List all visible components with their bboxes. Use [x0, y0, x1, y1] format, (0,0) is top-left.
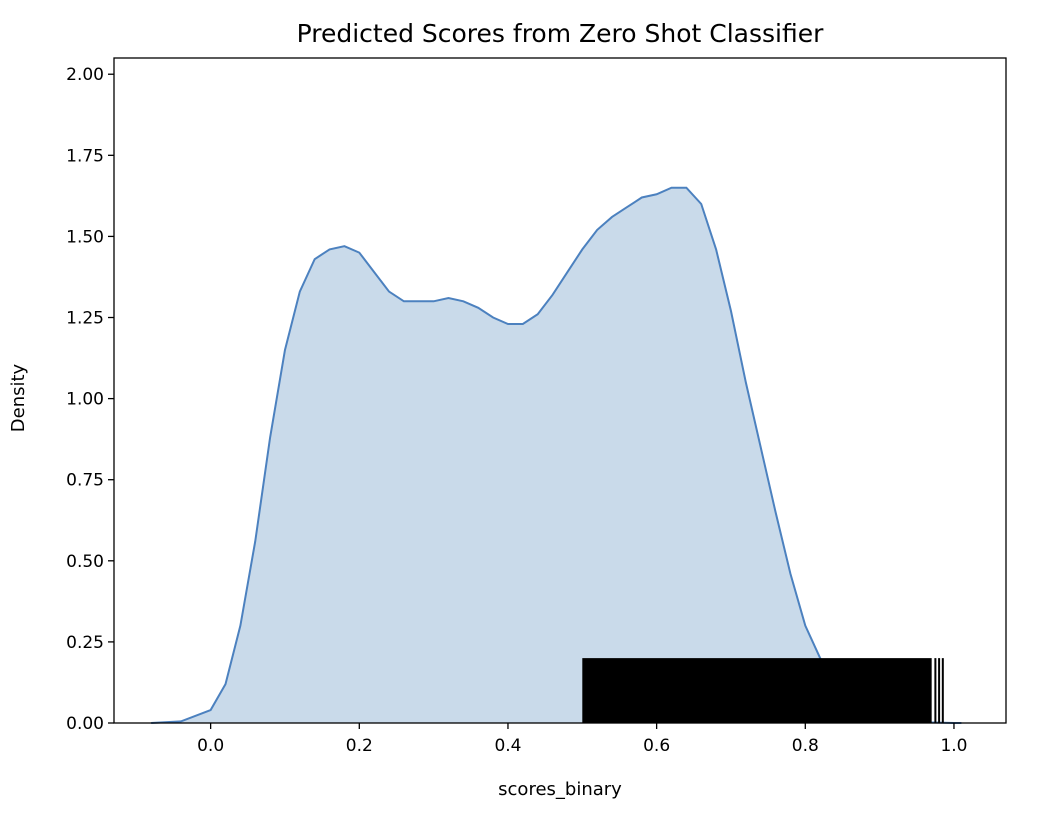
- x-tick-label: 1.0: [940, 736, 967, 756]
- rug-marks: [582, 658, 944, 723]
- rug-band: [582, 658, 932, 723]
- x-tick-label: 0.2: [346, 736, 373, 756]
- x-tick-label: 0.4: [494, 736, 521, 756]
- y-tick-label: 2.00: [66, 65, 104, 85]
- y-axis-ticks: 0.00 0.25 0.50 0.75 1.00 1.25 1.50 1.75 2.00: [66, 65, 114, 734]
- y-tick-label: 0.50: [66, 552, 104, 572]
- y-tick-label: 1.75: [66, 146, 104, 166]
- chart-title: Predicted Scores from Zero Shot Classifi…: [297, 19, 825, 48]
- y-tick-label: 1.50: [66, 227, 104, 247]
- plot-area: [151, 186, 962, 724]
- y-axis-label: Density: [8, 363, 29, 432]
- axes-frame: [113, 57, 1007, 724]
- y-tick-label: 0.25: [66, 633, 104, 653]
- x-tick-label: 0.6: [643, 736, 670, 756]
- kde-fill-area: [151, 187, 962, 723]
- y-tick-label: 0.00: [66, 714, 104, 734]
- x-axis-ticks: 0.0 0.2 0.4 0.6 0.8 1.0: [197, 723, 967, 756]
- y-tick-label: 1.25: [66, 309, 104, 329]
- x-tick-label: 0.8: [792, 736, 819, 756]
- y-tick-label: 0.75: [66, 471, 104, 491]
- x-axis-label: scores_binary: [498, 779, 622, 800]
- y-tick-label: 1.00: [66, 390, 104, 410]
- x-tick-label: 0.0: [197, 736, 224, 756]
